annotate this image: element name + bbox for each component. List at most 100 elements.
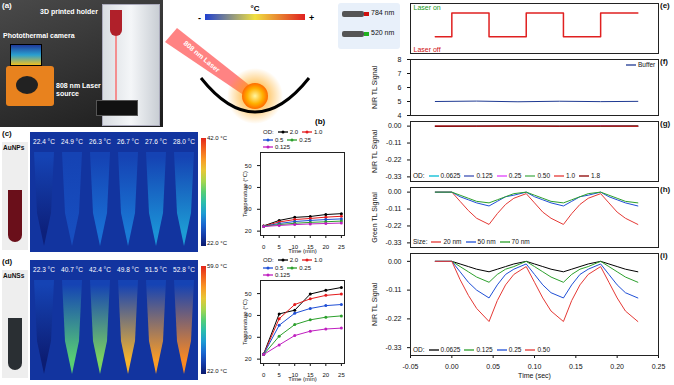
svg-text:NIR TL Signal: NIR TL Signal <box>371 65 379 109</box>
html-text:0.50: 0.50 <box>537 172 550 179</box>
html-text:51.5 °C: 51.5 °C <box>145 266 167 273</box>
html-text:(f): (f) <box>660 57 668 66</box>
svg-text:0: 0 <box>262 244 266 250</box>
svg-text:0.00: 0.00 <box>445 363 459 370</box>
svg-text:25: 25 <box>338 244 345 250</box>
svg-text:NIR TL Signal: NIR TL Signal <box>371 129 379 173</box>
svg-text:0.05: 0.05 <box>486 363 500 370</box>
html-text:52.8 °C: 52.8 °C <box>173 266 195 273</box>
svg-text:+: + <box>309 13 314 23</box>
svg-text:-0.33: -0.33 <box>386 344 402 351</box>
html-text:Size:: Size: <box>413 238 428 245</box>
svg-text:5: 5 <box>277 372 281 378</box>
svg-text:40: 40 <box>244 184 252 191</box>
html-text:1.8: 1.8 <box>591 172 601 179</box>
svg-text:0: 0 <box>262 372 266 378</box>
svg-text:-0.33: -0.33 <box>386 173 402 180</box>
html-text:Buffer: Buffer <box>638 61 656 68</box>
html-text:Photothermal camera: Photothermal camera <box>3 32 75 39</box>
html-text:0.0625: 0.0625 <box>440 172 461 179</box>
html-text:50 nm: 50 nm <box>477 238 496 245</box>
svg-text:25: 25 <box>338 372 345 378</box>
svg-text:20: 20 <box>322 244 329 250</box>
html-text:520 nm: 520 nm <box>371 29 395 36</box>
html-text:784 nm: 784 nm <box>371 9 395 16</box>
svg-text:0.00: 0.00 <box>388 188 402 195</box>
svg-text:5: 5 <box>398 98 402 105</box>
html-text:(g): (g) <box>660 119 671 128</box>
html-text:(c): (c) <box>2 129 12 138</box>
svg-text:0.25: 0.25 <box>652 363 666 370</box>
svg-text:0.00: 0.00 <box>388 122 402 129</box>
html-text:42.4 °C: 42.4 °C <box>89 266 111 273</box>
svg-text:30: 30 <box>244 334 252 341</box>
svg-text:Green TL Signal: Green TL Signal <box>371 192 379 243</box>
svg-text:7: 7 <box>398 70 402 77</box>
html-text:AuNSs: AuNSs <box>3 272 25 279</box>
html-text:3D printed holder: 3D printed holder <box>40 8 98 15</box>
svg-text:8: 8 <box>398 56 402 63</box>
svg-text:20: 20 <box>245 228 252 234</box>
svg-text:50: 50 <box>245 163 252 169</box>
svg-text:-0.22: -0.22 <box>386 222 402 229</box>
html-text:26.7 °C: 26.7 °C <box>117 138 139 145</box>
html-text:0.25: 0.25 <box>299 264 311 271</box>
svg-text:-0.22: -0.22 <box>386 315 402 322</box>
html-text:0.5: 0.5 <box>275 136 284 143</box>
svg-text:°C: °C <box>251 4 260 13</box>
html-text:1.0: 1.0 <box>566 172 576 179</box>
html-text:OD:: OD: <box>413 172 425 179</box>
svg-text:50: 50 <box>245 291 252 297</box>
html-text:0.125: 0.125 <box>476 172 493 179</box>
svg-text:Time (sec): Time (sec) <box>518 372 551 380</box>
svg-text:40: 40 <box>244 312 252 319</box>
svg-text:0.15: 0.15 <box>569 363 583 370</box>
html-text:(h): (h) <box>660 185 671 194</box>
svg-text:Laser on: Laser on <box>414 4 441 11</box>
svg-text:-0.22: -0.22 <box>386 156 402 163</box>
html-text:22.3 °C: 22.3 °C <box>33 266 55 273</box>
html-text:0.25: 0.25 <box>508 172 522 179</box>
svg-text:6: 6 <box>398 84 402 91</box>
svg-text:-0.11: -0.11 <box>386 205 402 212</box>
svg-text:0.20: 0.20 <box>610 363 624 370</box>
svg-text:-0.11: -0.11 <box>386 286 402 293</box>
svg-text:20: 20 <box>245 356 252 362</box>
svg-text:NIR TL Signal: NIR TL Signal <box>371 282 379 326</box>
html-text:0.25: 0.25 <box>299 136 311 143</box>
html-text:(a): (a) <box>2 1 12 10</box>
html-text:AuNPs: AuNPs <box>3 144 25 151</box>
svg-text:Time (min): Time (min) <box>288 376 316 382</box>
svg-text:808 nm Laser: 808 nm Laser <box>182 39 221 73</box>
svg-text:-0.33: -0.33 <box>386 239 402 246</box>
html-text:0.5: 0.5 <box>275 264 284 271</box>
html-text:0.125: 0.125 <box>275 272 290 279</box>
html-text:808 nm Laser source: 808 nm Laser source <box>56 82 101 97</box>
svg-text:20: 20 <box>322 372 329 378</box>
svg-text:Laser off: Laser off <box>414 46 441 53</box>
html-text:(d): (d) <box>2 257 13 266</box>
html-text:(i): (i) <box>660 251 668 260</box>
svg-text:5: 5 <box>277 244 281 250</box>
svg-text:-0.11: -0.11 <box>386 139 402 146</box>
svg-text:4: 4 <box>398 112 402 119</box>
svg-text:0.10: 0.10 <box>528 363 542 370</box>
svg-text:Temperature (°C): Temperature (°C) <box>242 171 248 217</box>
svg-text:Temperature (°C): Temperature (°C) <box>242 299 248 345</box>
html-text:24.9 °C: 24.9 °C <box>61 138 83 145</box>
svg-text:Time (min): Time (min) <box>288 248 316 254</box>
html-text:28.0 °C: 28.0 °C <box>173 138 195 145</box>
svg-text:-0.05: -0.05 <box>403 363 419 370</box>
html-text:49.8 °C: 49.8 °C <box>117 266 139 273</box>
html-text:40.7 °C: 40.7 °C <box>61 266 83 273</box>
html-text:22.4 °C: 22.4 °C <box>33 138 55 145</box>
svg-text:0.00: 0.00 <box>388 258 402 265</box>
html-text:27.6 °C: 27.6 °C <box>145 138 167 145</box>
html-text:26.3 °C: 26.3 °C <box>89 138 111 145</box>
html-text:(e): (e) <box>660 1 670 10</box>
svg-text:30: 30 <box>244 206 252 213</box>
svg-text:(b): (b) <box>315 117 326 126</box>
svg-text:-: - <box>198 13 201 23</box>
html-text:0.125: 0.125 <box>275 144 290 151</box>
html-text:20 nm: 20 nm <box>443 238 462 245</box>
